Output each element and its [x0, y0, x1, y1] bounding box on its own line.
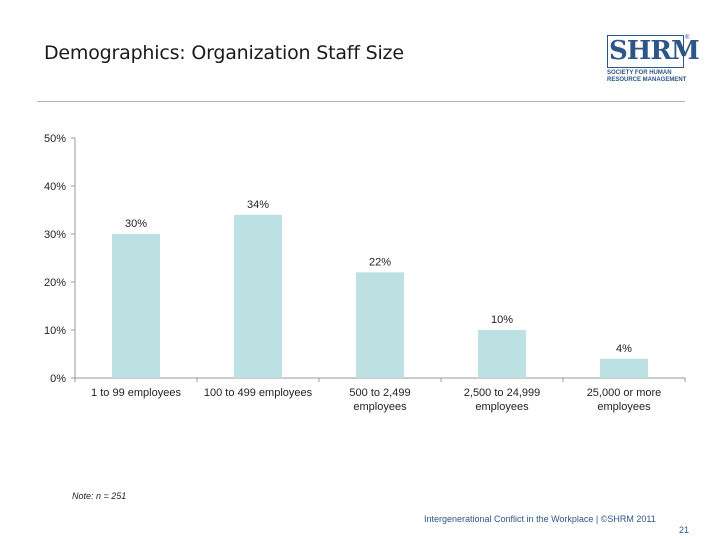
- category-label-line: 500 to 2,499: [349, 387, 410, 399]
- category-label-line: 25,000 or more: [587, 387, 662, 399]
- title-divider: [37, 101, 685, 102]
- y-tick-label: 40%: [44, 181, 66, 193]
- y-axis: 0% 10% 20% 30% 40% 50%: [44, 133, 76, 385]
- x-axis: [74, 377, 686, 382]
- footer-text: Intergenerational Conflict in the Workpl…: [424, 514, 656, 524]
- bar: [356, 272, 404, 378]
- category-label: 25,000 or more employees: [587, 387, 662, 413]
- logo-subtitle-line1: SOCIETY FOR HUMAN: [607, 70, 672, 76]
- category-label: 1 to 99 employees: [91, 387, 181, 399]
- data-labels: 30% 34% 22% 10% 4%: [125, 199, 632, 355]
- logo-registered-mark: ®: [685, 35, 690, 41]
- logo-subtitle-line2: RESOURCE MANAGEMENT: [607, 77, 687, 83]
- category-labels: 1 to 99 employees 100 to 499 employees 500…: [91, 387, 661, 413]
- logo-mark: SHRM: [609, 36, 700, 66]
- shrm-logo: SHRM ® SOCIETY FOR HUMAN RESOURCE MANAGE…: [607, 35, 700, 85]
- category-label-line: employees: [597, 401, 651, 413]
- y-tick-label: 10%: [44, 325, 66, 337]
- logo-subtitle: SOCIETY FOR HUMAN RESOURCE MANAGEMENT: [607, 70, 686, 84]
- category-label-line: employees: [353, 401, 407, 413]
- category-label-line: 100 to 499 employees: [204, 387, 313, 399]
- category-label: 500 to 2,499 employees: [349, 387, 410, 413]
- y-tick-label: 20%: [44, 277, 66, 289]
- bar: [112, 234, 160, 378]
- bar: [478, 330, 526, 378]
- data-label: 4%: [616, 343, 632, 355]
- slide-title: Demographics: Organization Staff Size: [44, 42, 404, 64]
- category-label-line: 1 to 99 employees: [91, 387, 181, 399]
- data-label: 30%: [125, 218, 147, 230]
- logo-box: [607, 35, 684, 68]
- bar: [234, 214, 282, 378]
- y-tick-label: 50%: [44, 133, 66, 145]
- category-label-line: 2,500 to 24,999: [464, 387, 540, 399]
- y-tick-label: 0%: [50, 373, 66, 385]
- page-number: 21: [679, 525, 690, 535]
- data-label: 34%: [247, 199, 269, 211]
- category-label: 100 to 499 employees: [204, 387, 313, 399]
- data-label: 22%: [369, 256, 391, 268]
- category-label-line: employees: [475, 401, 529, 413]
- sample-note: Note: n = 251: [72, 491, 127, 501]
- category-label: 2,500 to 24,999 employees: [464, 387, 540, 413]
- bars: [112, 214, 648, 378]
- bar: [600, 358, 648, 378]
- data-label: 10%: [491, 314, 513, 326]
- y-tick-label: 30%: [44, 229, 66, 241]
